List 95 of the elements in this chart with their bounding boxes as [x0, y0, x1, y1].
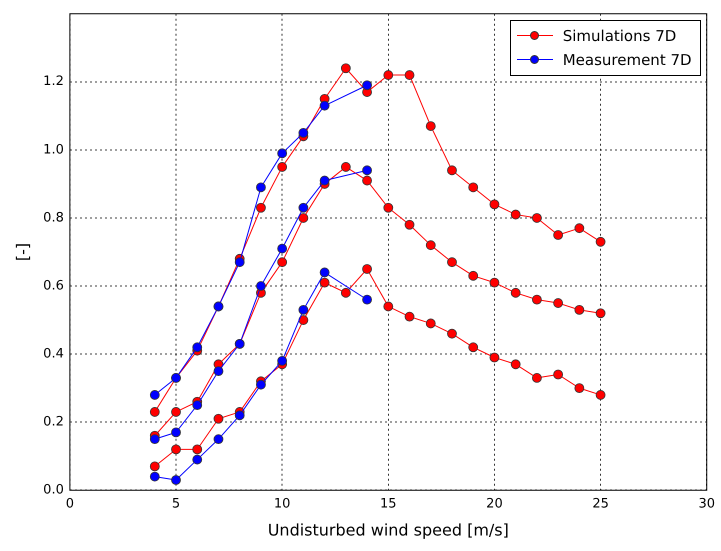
point — [596, 308, 606, 318]
point — [468, 342, 478, 352]
y-tick-label: 0.0 — [43, 482, 64, 498]
legend-label: Simulations 7D — [562, 26, 676, 45]
y-tick-label: 0.8 — [43, 210, 64, 226]
point — [574, 383, 584, 394]
point — [383, 70, 394, 80]
point — [320, 176, 330, 186]
point — [192, 444, 202, 454]
point — [447, 328, 457, 339]
point — [256, 182, 266, 192]
point — [320, 100, 330, 111]
point — [256, 380, 266, 390]
y-tick-label: 0.2 — [43, 414, 64, 430]
point — [256, 281, 266, 291]
point — [510, 210, 521, 220]
x-tick-label: 0 — [66, 496, 74, 512]
point — [192, 454, 202, 464]
point — [490, 352, 500, 362]
legend-label: Measurement 7D — [562, 50, 692, 69]
point — [532, 373, 542, 383]
point — [404, 312, 414, 322]
point — [596, 236, 606, 247]
point — [340, 63, 351, 74]
point — [447, 165, 457, 176]
x-tick-label: 25 — [592, 496, 609, 512]
point — [192, 400, 202, 410]
x-tick-label: 10 — [274, 496, 290, 512]
point — [510, 359, 521, 370]
y-tick-label: 0.4 — [43, 346, 64, 362]
x-tick-label: 5 — [172, 496, 180, 512]
point — [362, 176, 372, 186]
point — [150, 472, 160, 482]
point — [468, 182, 478, 192]
point — [426, 121, 436, 131]
point — [150, 434, 160, 444]
point — [468, 270, 478, 281]
y-axis-title: [-] — [12, 242, 32, 262]
point — [298, 304, 308, 315]
point — [532, 213, 542, 223]
point — [510, 288, 521, 298]
point — [574, 304, 584, 315]
point — [490, 199, 500, 210]
x-axis-title: Undisturbed wind speed [m/s] — [268, 520, 509, 540]
point — [171, 427, 181, 438]
point — [214, 414, 224, 424]
point — [214, 366, 224, 376]
point — [214, 434, 224, 444]
point — [298, 202, 308, 213]
point — [150, 461, 160, 472]
point — [553, 230, 564, 240]
point — [447, 257, 457, 268]
point — [298, 213, 308, 223]
point — [532, 294, 542, 305]
point — [277, 162, 288, 172]
point — [320, 268, 330, 278]
point — [277, 148, 288, 158]
point — [362, 80, 372, 90]
point — [426, 318, 436, 328]
point — [553, 370, 564, 380]
y-tick-label: 0.6 — [43, 278, 64, 294]
point — [277, 244, 288, 254]
point — [277, 257, 288, 268]
point — [574, 223, 584, 234]
point — [150, 390, 160, 400]
point — [192, 342, 202, 352]
point — [362, 264, 372, 274]
point — [340, 288, 351, 298]
point — [383, 202, 394, 213]
y-tick-label: 1.0 — [43, 142, 64, 158]
point — [234, 257, 245, 268]
point — [404, 70, 414, 80]
point — [490, 278, 500, 288]
point — [171, 407, 181, 417]
point — [383, 302, 394, 312]
point — [298, 315, 308, 325]
point — [340, 162, 351, 172]
point — [171, 444, 181, 454]
point — [150, 407, 160, 417]
x-tick-label: 30 — [698, 496, 715, 512]
point — [404, 220, 414, 230]
point — [256, 202, 266, 213]
point — [277, 356, 288, 366]
point — [426, 240, 436, 250]
point — [320, 278, 330, 288]
y-tick-label: 1.2 — [43, 74, 64, 90]
point — [298, 128, 308, 138]
point — [553, 298, 564, 308]
x-tick-label: 20 — [486, 496, 503, 512]
x-tick-label: 15 — [380, 496, 397, 512]
point — [362, 165, 372, 176]
point — [362, 294, 372, 305]
point — [234, 410, 245, 420]
point — [171, 475, 181, 485]
point — [596, 390, 606, 400]
